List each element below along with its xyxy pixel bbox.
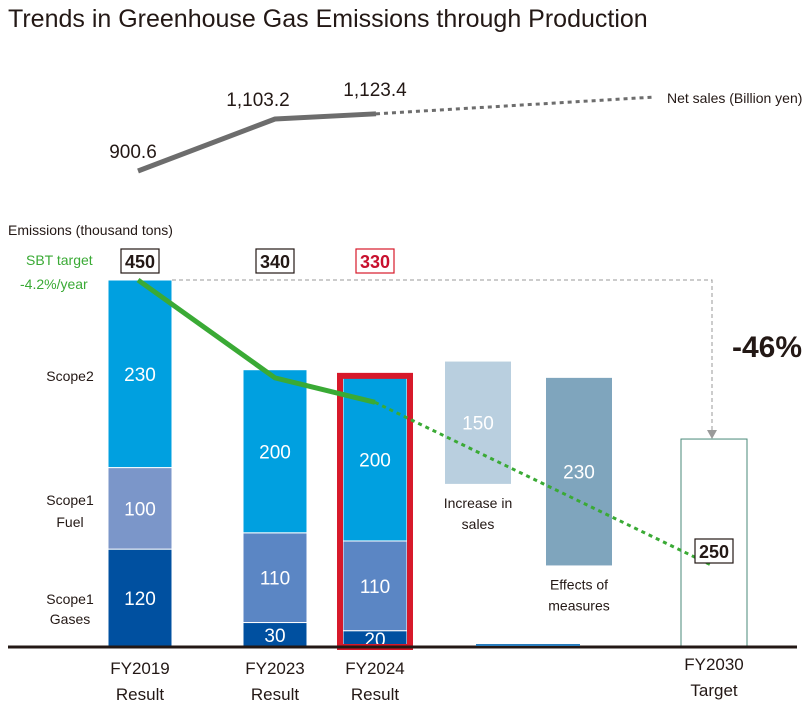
net-sales-forecast-line — [375, 95, 656, 116]
bar-value-label: 30 — [264, 626, 285, 647]
bar-value-label: 120 — [124, 589, 156, 610]
bar-value-label: 110 — [360, 577, 390, 598]
line-layer: 900.6 1,103.2 1,123.4 Net sales (Billion ye… — [109, 80, 802, 174]
x-axis-kind-label: Result — [351, 685, 399, 704]
waterfall-label: Increase in — [444, 495, 512, 511]
sbt-target-line — [136, 277, 376, 405]
bar-value-label: 200 — [359, 450, 391, 471]
scope-label: Gases — [50, 611, 90, 627]
net-sales-value-label: 1,103.2 — [226, 90, 289, 111]
bar-value-label: 110 — [260, 569, 290, 590]
waterfall-label: measures — [548, 597, 609, 613]
bar-segment — [107, 548, 173, 648]
total-value-label: 330 — [360, 252, 390, 272]
reduction-percent-label: -46% — [732, 331, 802, 364]
waterfall-value-label: 230 — [563, 463, 595, 484]
overlay-layer: -46% SBT target -4.2%/year 450 340 330 250 Scop… — [20, 248, 802, 704]
x-axis-kind-label: Result — [116, 685, 164, 704]
total-box — [255, 248, 295, 274]
total-box — [694, 538, 734, 564]
bar-segment — [242, 532, 308, 624]
total-value-label: 250 — [699, 542, 729, 562]
waterfall-value-label: 150 — [462, 414, 494, 435]
bar-value-label: 200 — [259, 442, 291, 463]
net-sales-value-label: 900.6 — [109, 142, 157, 163]
net-sales-legend: Net sales (Billion yen) — [667, 90, 802, 106]
waterfall-label: Effects of — [550, 576, 608, 592]
net-sales-value-label: 1,123.4 — [343, 80, 407, 101]
total-box — [120, 248, 160, 274]
bar-segment — [242, 622, 308, 648]
bar-segment — [242, 369, 308, 534]
waterfall-label: sales — [462, 516, 495, 532]
scope-label: Scope2 — [46, 368, 94, 384]
waterfall-bar — [546, 377, 612, 566]
x-axis-kind-label: Result — [251, 685, 299, 704]
x-axis-kind-label: Target — [690, 681, 738, 700]
total-value-label: 340 — [260, 252, 290, 272]
bar-value-label: 100 — [124, 499, 156, 520]
chart-title: Trends in Greenhouse Gas Emissions throu… — [8, 5, 648, 33]
x-axis-year-label: FY2023 — [245, 659, 305, 678]
x-axis-year-label: FY2030 — [684, 655, 744, 674]
bar-segment — [342, 540, 408, 632]
reduction-arrow-head — [707, 430, 717, 439]
scope-label: Scope1 — [46, 591, 94, 607]
x-axis-year-label: FY2024 — [345, 659, 405, 678]
scope-label: Scope1 — [46, 492, 94, 508]
sbt-target-rate: -4.2%/year — [20, 276, 88, 292]
sbt-target-forecast-line — [374, 400, 713, 567]
sbt-target-label: SBT target — [26, 252, 93, 268]
total-box — [355, 248, 395, 274]
bar-segment — [107, 467, 173, 550]
reduction-reference-line — [172, 279, 713, 432]
y-axis-label: Emissions (thousand tons) — [8, 222, 173, 238]
bar-value-label: 230 — [124, 365, 156, 386]
total-value-label: 450 — [125, 252, 155, 272]
x-axis-year-label: FY2019 — [110, 659, 170, 678]
net-sales-line — [137, 111, 377, 174]
scope-label: Fuel — [56, 514, 83, 530]
